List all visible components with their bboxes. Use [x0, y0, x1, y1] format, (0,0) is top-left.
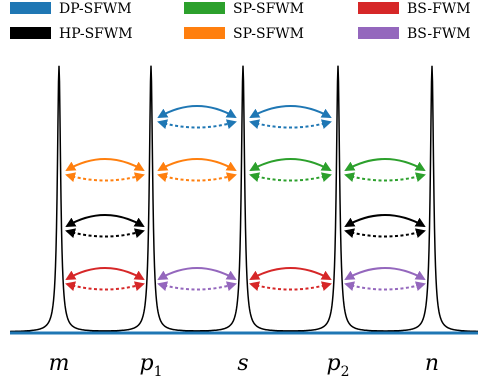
transition-arrows: [65, 105, 426, 292]
mode-label-n: n: [425, 351, 439, 376]
dashed-arc: [344, 281, 426, 291]
solid-arc: [344, 267, 426, 280]
sp-sfwm-arrow-2-2: [157, 158, 237, 183]
resonance-curve: [10, 65, 478, 333]
bs-fwm-arrow-6-2: [344, 267, 426, 291]
legend-label: BS-FWM: [407, 26, 471, 42]
solid-arc: [157, 158, 237, 172]
legend-item-dp-sfwm-1: DP-SFWM: [10, 1, 132, 17]
legend-label: HP-SFWM: [59, 26, 133, 42]
legend-item-bs-fwm-3: BS-FWM: [358, 1, 471, 17]
resonance-spectrum: [10, 65, 478, 335]
dp-sfwm-arrow-1-1: [157, 105, 237, 130]
solid-arc: [157, 105, 237, 119]
solid-arc: [344, 214, 426, 227]
dashed-arc: [157, 119, 237, 130]
solid-arc: [344, 158, 426, 171]
dashed-arc: [65, 228, 145, 239]
legend-swatch: [10, 2, 51, 14]
hp-sfwm-arrow-4-1: [65, 214, 145, 239]
solid-arc: [65, 214, 145, 228]
legend-item-sp-sfwm-5: SP-SFWM: [184, 26, 304, 42]
dashed-arc: [344, 172, 426, 182]
sp-sfwm-arrow-3-1: [249, 158, 332, 182]
solid-arc: [249, 267, 332, 280]
solid-arc: [249, 158, 332, 171]
sp-sfwm-arrow-3-2: [344, 158, 426, 182]
legend-item-bs-fwm-6: BS-FWM: [358, 26, 471, 42]
solid-arc: [65, 158, 145, 172]
legend-label: BS-FWM: [407, 1, 471, 17]
dashed-arc: [249, 172, 332, 182]
dashed-arc: [157, 281, 237, 292]
legend-item-hp-sfwm-4: HP-SFWM: [10, 26, 133, 42]
legend-label: SP-SFWM: [233, 26, 304, 42]
bs-fwm-arrow-6-1: [157, 267, 237, 292]
legend-swatch: [184, 27, 225, 39]
legend-label: DP-SFWM: [59, 1, 132, 17]
mode-label-p1: p1: [139, 351, 162, 380]
dashed-arc: [157, 172, 237, 183]
legend-swatch: [10, 27, 51, 39]
bs-fwm-arrow-5-2: [249, 267, 332, 291]
dashed-arc: [249, 119, 332, 129]
bs-fwm-arrow-5-1: [65, 267, 145, 292]
mode-label-s: s: [237, 351, 248, 376]
legend-item-sp-sfwm-2: SP-SFWM: [184, 1, 304, 17]
mode-label-p2: p2: [326, 351, 349, 380]
legend-swatch: [184, 2, 225, 14]
dashed-arc: [344, 228, 426, 238]
legend-swatch: [358, 2, 399, 14]
solid-arc: [249, 105, 332, 118]
frequency-axis: m p1 s p2 n: [49, 351, 440, 380]
dashed-arc: [249, 281, 332, 291]
dp-sfwm-arrow-1-2: [249, 105, 332, 129]
sp-sfwm-arrow-2-1: [65, 158, 145, 183]
hp-sfwm-arrow-4-2: [344, 214, 426, 238]
mode-label-m: m: [49, 351, 70, 376]
legend: DP-SFWM SP-SFWM BS-FWM HP-SFWM SP-SFWM BS-FWM: [10, 1, 471, 42]
solid-arc: [65, 267, 145, 281]
dashed-arc: [65, 172, 145, 183]
dashed-arc: [65, 281, 145, 292]
solid-arc: [157, 267, 237, 281]
legend-label: SP-SFWM: [233, 1, 304, 17]
legend-swatch: [358, 27, 399, 39]
